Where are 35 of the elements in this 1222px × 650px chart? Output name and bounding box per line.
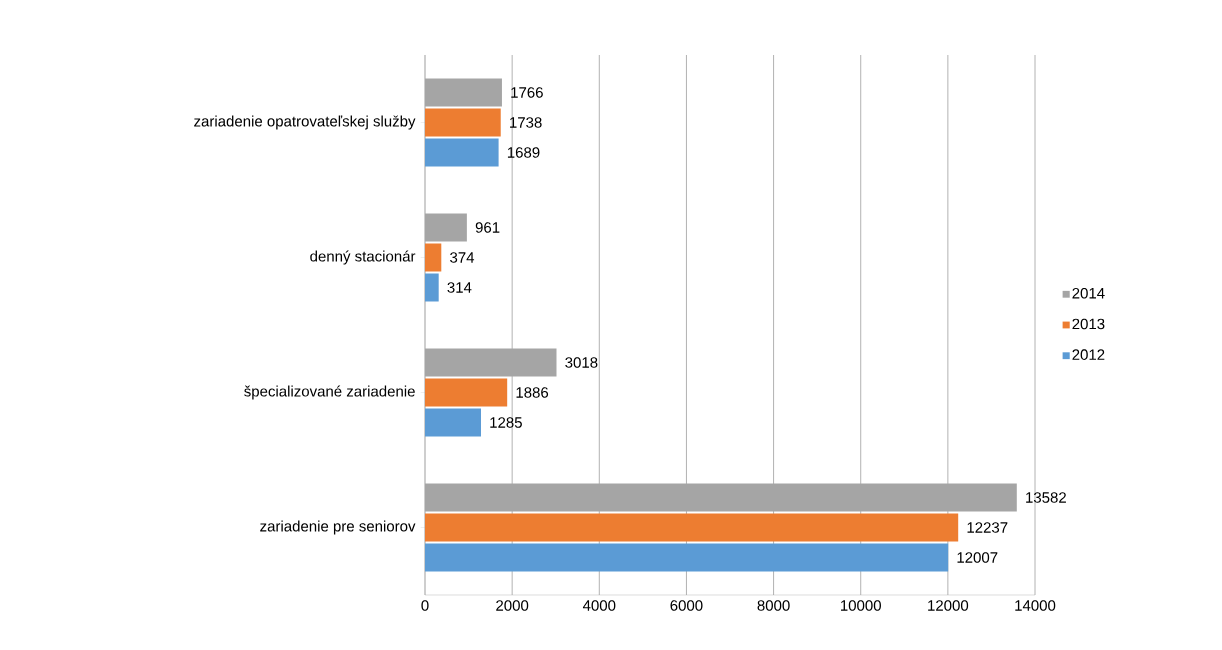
y-tick-label: zariadenie opatrovateľskej služby (194, 115, 416, 130)
data-label: 1766 (511, 87, 543, 98)
legend-label: 2012 (1072, 349, 1105, 360)
y-tick-label: špecializované zariadenie (244, 385, 415, 400)
data-label: 374 (450, 252, 475, 263)
x-tick-label: 12000 (928, 600, 969, 611)
y-tick-label: denný stacionár (310, 250, 416, 265)
data-label: 1285 (490, 417, 522, 428)
bar (425, 543, 949, 572)
data-label: 961 (475, 222, 500, 233)
data-label: 1738 (510, 117, 542, 128)
x-tick-label: 2000 (496, 600, 529, 611)
x-tick-label: 10000 (841, 600, 881, 611)
bar (425, 138, 499, 167)
bar (425, 408, 481, 437)
x-tick-label: 0 (421, 600, 429, 611)
data-label: 12237 (967, 522, 1008, 533)
legend-label: 2013 (1072, 318, 1105, 330)
data-label: 1689 (507, 147, 540, 158)
bar (425, 378, 508, 407)
x-tick-label: 6000 (670, 600, 703, 611)
bar (425, 273, 439, 302)
bar (425, 513, 959, 542)
legend-label: 2014 (1072, 287, 1105, 299)
data-label: 12007 (957, 552, 998, 563)
x-tick-label: 8000 (757, 600, 790, 611)
data-label: 13582 (1026, 492, 1066, 503)
data-label: 3018 (565, 357, 598, 368)
y-tick-label: zariadenie pre seniorov (260, 520, 416, 535)
bar (425, 108, 501, 137)
data-label: 314 (447, 282, 472, 293)
bar (425, 243, 442, 272)
data-label: 1886 (516, 387, 549, 398)
x-tick-label: 4000 (582, 600, 616, 611)
x-tick-label: 14000 (1015, 600, 1056, 611)
